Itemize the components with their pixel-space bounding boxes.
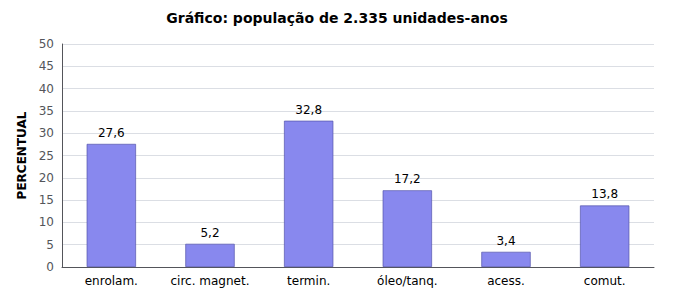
svg-text:50: 50 [39, 37, 54, 51]
svg-text:óleo/tanq.: óleo/tanq. [377, 274, 438, 288]
svg-text:45: 45 [39, 59, 54, 73]
svg-text:32,8: 32,8 [295, 103, 322, 117]
svg-text:3,4: 3,4 [496, 234, 515, 248]
svg-text:0: 0 [46, 260, 54, 274]
svg-text:20: 20 [39, 171, 54, 185]
svg-text:17,2: 17,2 [394, 172, 421, 186]
svg-text:comut.: comut. [584, 274, 626, 288]
svg-text:5,2: 5,2 [200, 226, 219, 240]
svg-text:15: 15 [39, 193, 54, 207]
svg-text:40: 40 [39, 82, 54, 96]
svg-text:35: 35 [39, 104, 54, 118]
svg-text:13,8: 13,8 [591, 187, 618, 201]
svg-text:27,6: 27,6 [98, 126, 125, 140]
svg-text:termin.: termin. [287, 274, 330, 288]
svg-text:PERCENTUAL: PERCENTUAL [15, 111, 29, 199]
svg-text:acess.: acess. [487, 274, 525, 288]
svg-text:10: 10 [39, 215, 54, 229]
svg-text:Gráfico: população de 2.335 un: Gráfico: população de 2.335 unidades-ano… [166, 10, 508, 26]
svg-text:circ. magnet.: circ. magnet. [171, 274, 250, 288]
svg-text:30: 30 [39, 126, 54, 140]
svg-text:25: 25 [39, 149, 54, 163]
svg-text:enrolam.: enrolam. [85, 274, 138, 288]
svg-text:5: 5 [46, 238, 54, 252]
